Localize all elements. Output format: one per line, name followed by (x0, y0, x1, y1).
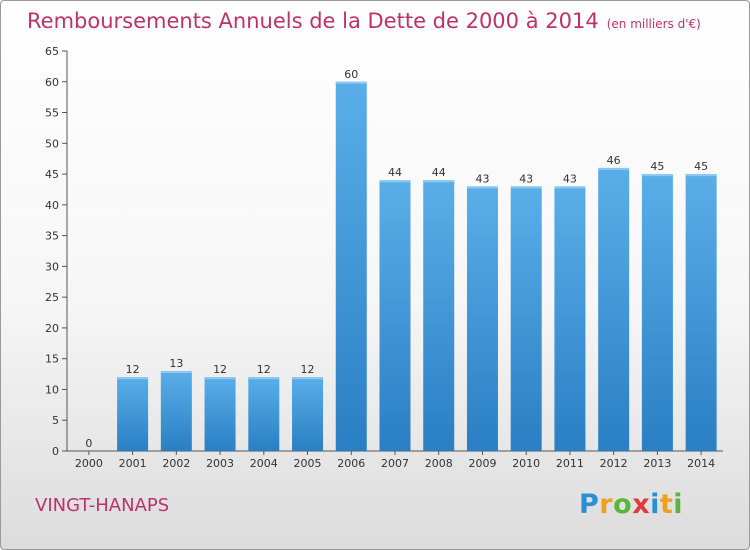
bar-2002 (160, 371, 192, 451)
bar-top-2002 (160, 371, 192, 373)
bar-2013 (641, 174, 673, 452)
data-label-2003: 12 (213, 363, 227, 376)
commune-name: VINGT-HANAPS (35, 495, 170, 516)
y-tick-label: 10 (45, 383, 59, 396)
logo-letter: i (673, 489, 684, 520)
logo-letter: P (579, 489, 600, 520)
bar-top-2004 (248, 377, 280, 380)
data-label-2007: 44 (388, 166, 402, 179)
bar-top-2005 (292, 377, 324, 380)
data-label-2009: 43 (475, 172, 489, 185)
logo-letter: i (650, 489, 660, 520)
bar-2003 (204, 377, 236, 451)
bar-2006 (335, 81, 367, 452)
bar-2012 (598, 167, 630, 451)
x-tick-label: 2008 (425, 457, 453, 470)
y-tick-label: 65 (45, 45, 59, 58)
bar-top-2013 (641, 174, 673, 177)
data-label-2005: 12 (301, 363, 315, 376)
bar-top-2007 (379, 180, 411, 183)
x-tick-label: 2002 (162, 457, 190, 470)
x-tick-label: 2011 (556, 457, 584, 470)
bar-top-2003 (204, 377, 236, 380)
y-tick-label: 35 (45, 230, 59, 243)
title-text: Remboursements Annuels de la Dette de 20… (27, 9, 599, 33)
x-tick-label: 2003 (206, 457, 234, 470)
bar-top-2009 (466, 186, 498, 189)
x-tick-label: 2013 (643, 457, 671, 470)
data-label-2013: 45 (650, 160, 664, 173)
bar-2005 (292, 377, 324, 451)
x-tick-label: 2006 (337, 457, 365, 470)
chart-title: Remboursements Annuels de la Dette de 20… (27, 9, 701, 33)
y-tick-label: 20 (45, 322, 59, 335)
bar-2007 (379, 180, 411, 451)
bar-2004 (248, 377, 280, 451)
bar-top-2006 (335, 81, 367, 84)
x-tick-label: 2012 (600, 457, 628, 470)
bar-top-2008 (423, 180, 455, 183)
data-label-2004: 12 (257, 363, 271, 376)
logo-letter: r (599, 489, 614, 520)
data-label-2012: 46 (607, 154, 621, 167)
data-label-2010: 43 (519, 172, 533, 185)
y-tick-label: 40 (45, 199, 59, 212)
bar-2010 (510, 186, 542, 451)
data-label-2008: 44 (432, 166, 446, 179)
bar-top-2010 (510, 186, 542, 189)
y-tick-label: 25 (45, 291, 59, 304)
bar-top-2012 (598, 167, 630, 170)
y-tick-label: 45 (45, 168, 59, 181)
bars (117, 81, 717, 452)
x-tick-label: 2010 (512, 457, 540, 470)
data-label-2002: 13 (169, 357, 183, 370)
x-tick-label: 2000 (75, 457, 103, 470)
bar-top-2014 (685, 174, 717, 177)
bar-2009 (466, 186, 498, 451)
data-label-2014: 45 (694, 160, 708, 173)
x-tick-label: 2009 (468, 457, 496, 470)
y-tick-label: 30 (45, 260, 59, 273)
data-label-2001: 12 (126, 363, 140, 376)
axes: 0 5 10 15 20 25 30 35 40 45 50 55 60 65 2000 2001 2002 20… (45, 45, 723, 470)
logo-letter: t (659, 489, 674, 520)
proxiti-logo: Proxiti (579, 489, 683, 520)
x-tick-label: 2004 (250, 457, 278, 470)
y-tick-label: 5 (52, 414, 59, 427)
bar-2011 (554, 186, 586, 451)
unit-note: (en milliers d'€) (606, 17, 701, 31)
data-labels: 0 12 13 12 12 12 60 44 44 43 43 43 46 45 45 (85, 68, 708, 450)
y-tick-label: 50 (45, 137, 59, 150)
data-label-2000: 0 (85, 437, 92, 450)
y-tick-label: 60 (45, 76, 59, 89)
y-tick-label: 55 (45, 107, 59, 120)
data-label-2006: 60 (344, 68, 358, 81)
bar-2014 (685, 174, 717, 452)
y-tick-label: 0 (52, 445, 59, 458)
x-tick-label: 2001 (119, 457, 147, 470)
logo-letter: x (632, 489, 651, 520)
data-label-2011: 43 (563, 172, 577, 185)
bar-top-2001 (117, 377, 149, 380)
x-tick-label: 2014 (687, 457, 715, 470)
bar-2001 (117, 377, 149, 451)
logo-letter: o (613, 489, 633, 520)
x-tick-label: 2007 (381, 457, 409, 470)
x-tick-label: 2005 (294, 457, 322, 470)
y-tick-label: 15 (45, 353, 59, 366)
bar-2008 (423, 180, 455, 451)
bar-top-2011 (554, 186, 586, 189)
